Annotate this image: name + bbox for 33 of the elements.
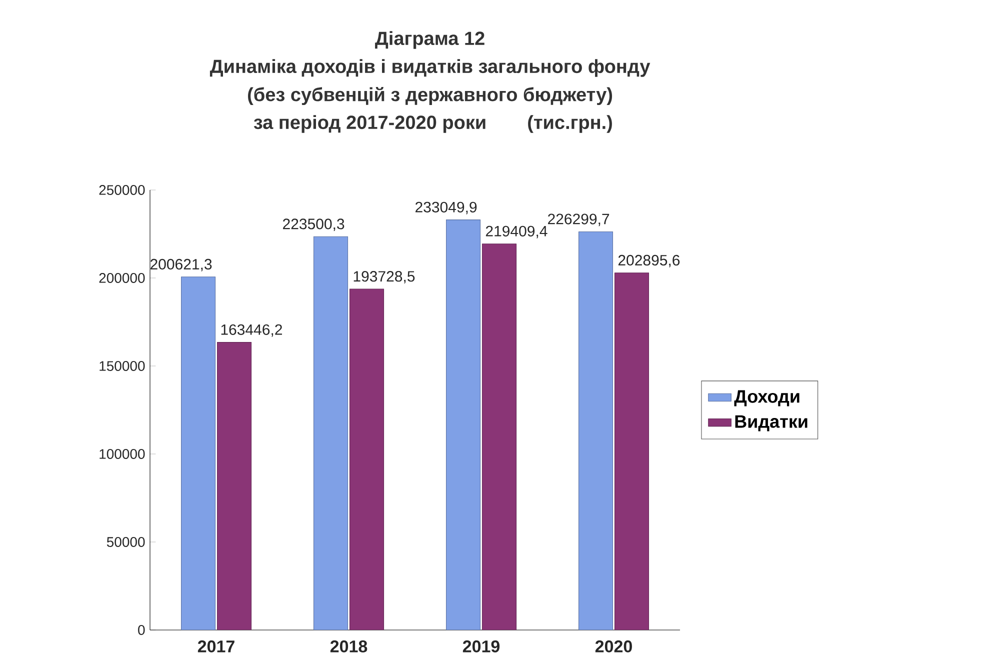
- y-tick-label: 0: [138, 625, 145, 635]
- data-label: 193728,5: [354, 271, 415, 284]
- text: (тис.грн.): [528, 115, 612, 133]
- chart-title: Діаграма 12: [375, 31, 484, 49]
- text: за період 2017-2020 роки: [254, 115, 486, 133]
- y-tick-label: 150000: [100, 361, 145, 371]
- data-label: 219409,4: [486, 226, 548, 238]
- data-label: 200621,3: [150, 258, 212, 272]
- text: (без субвенцій з державного бюджету): [248, 86, 612, 106]
- data-label: 233049,9: [416, 202, 477, 214]
- bar: [180, 276, 216, 630]
- bar: [578, 231, 614, 630]
- bar: [216, 342, 252, 630]
- x-tick-label: 2019: [462, 640, 500, 652]
- data-label: 223500,3: [283, 218, 344, 232]
- data-label: 202895,6: [618, 254, 680, 268]
- legend-label: Видатки: [735, 415, 808, 432]
- y-tick-label: 100000: [100, 449, 145, 459]
- bar: [482, 244, 517, 630]
- bar: [446, 220, 481, 630]
- bar: [614, 272, 650, 630]
- chart-subtitle: Динаміка доходів і видатків загального фонду: [210, 59, 650, 77]
- y-tick-label: 50000: [106, 537, 145, 547]
- x-tick-label: 2020: [595, 640, 632, 652]
- y-tick-label: 200000: [99, 273, 145, 283]
- bar: [313, 236, 348, 630]
- legend-label: Доходи: [734, 390, 800, 406]
- x-tick-label: 2018: [330, 640, 368, 652]
- data-label: 163446,2: [221, 324, 282, 337]
- x-tick-label: 2017: [198, 640, 234, 652]
- y-tick-label: 250000: [99, 185, 145, 195]
- bar: [349, 288, 384, 630]
- data-label: 226299,7: [548, 214, 610, 226]
